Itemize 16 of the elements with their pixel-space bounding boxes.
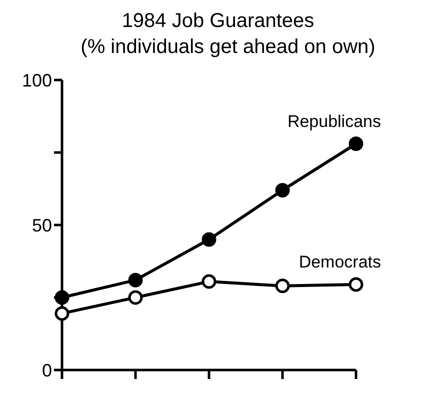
- series-label: Democrats: [298, 252, 381, 272]
- point: [275, 182, 290, 198]
- y-tick-label: 100: [22, 70, 52, 90]
- point: [202, 274, 216, 289]
- point: [128, 290, 143, 305]
- point: [348, 277, 364, 292]
- chart-title: 1984 Job Guarantees: [120, 9, 316, 34]
- point: [202, 232, 216, 247]
- y-tick-label: 50: [32, 215, 52, 236]
- point: [54, 306, 70, 321]
- point: [128, 272, 143, 288]
- series-label: Republicans: [287, 112, 381, 131]
- point: [348, 136, 364, 152]
- chart-subtitle: (% individuals get ahead on own): [80, 35, 376, 60]
- point: [275, 278, 290, 294]
- y-tick-label: 0: [42, 360, 52, 380]
